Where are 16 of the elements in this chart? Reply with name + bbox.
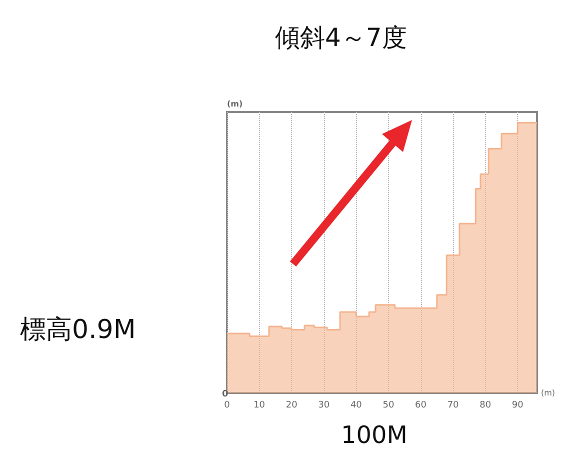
x-tick-label: 10: [254, 400, 266, 410]
x-tick-label: 60: [415, 400, 427, 410]
x-tick-label: 0: [224, 400, 230, 410]
text: 100M: [341, 421, 408, 449]
x-tick-label: 30: [318, 400, 330, 410]
x-tick-label: 20: [286, 400, 298, 410]
annotation: 0: [222, 390, 228, 400]
x-tick-label: 90: [512, 400, 524, 410]
y-axis-title: (m): [227, 100, 243, 108]
chart-title: 傾斜4～7度: [275, 23, 407, 52]
x-tick-label: 70: [447, 400, 460, 410]
text: 標高0.9M: [20, 315, 136, 345]
x-tick-label: 50: [382, 400, 394, 410]
x-tick-label: 80: [480, 400, 492, 410]
x-tick-label: 40: [350, 400, 362, 410]
x-axis-title: (m): [541, 388, 556, 398]
